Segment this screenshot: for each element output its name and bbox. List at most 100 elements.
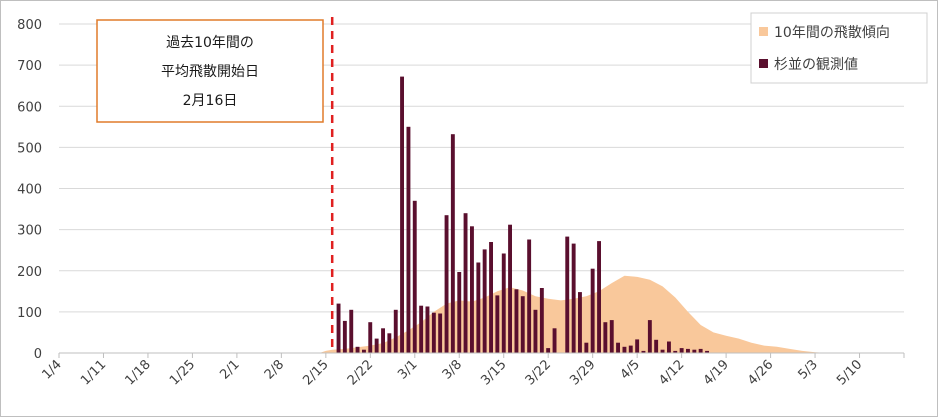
x-tick-label: 1/25 bbox=[167, 357, 198, 388]
y-tick-label: 700 bbox=[17, 59, 42, 74]
x-tick-label: 4/19 bbox=[701, 357, 732, 388]
x-tick-label: 2/8 bbox=[262, 357, 287, 382]
annotation-line-3: 2月16日 bbox=[183, 93, 238, 109]
observed-bar bbox=[609, 320, 614, 353]
observed-bar bbox=[450, 134, 455, 353]
annotation-line-1: 過去10年間の bbox=[166, 35, 254, 51]
observed-bar bbox=[419, 305, 424, 353]
observed-bar bbox=[667, 341, 671, 353]
observed-bar bbox=[393, 309, 398, 353]
observed-bar bbox=[444, 215, 449, 353]
legend-label-observed: 杉並の観測値 bbox=[774, 56, 858, 73]
observed-bar bbox=[565, 236, 570, 353]
x-tick-label: 2/22 bbox=[345, 357, 376, 388]
observed-bar bbox=[647, 320, 652, 353]
observed-bar bbox=[470, 226, 474, 353]
x-tick-label: 3/15 bbox=[478, 357, 509, 388]
legend-label-trend: 10年間の飛散傾向 bbox=[774, 25, 890, 41]
x-tick-label: 5/3 bbox=[795, 357, 820, 382]
x-tick-label: 4/26 bbox=[745, 357, 776, 388]
observed-bar bbox=[349, 309, 354, 353]
observed-bar bbox=[438, 313, 443, 353]
legend-swatch-trend bbox=[759, 27, 768, 36]
observed-bar bbox=[508, 224, 512, 353]
observed-bar bbox=[635, 339, 640, 353]
observed-bar bbox=[603, 322, 608, 353]
observed-bar bbox=[336, 303, 341, 353]
observed-bar bbox=[527, 239, 532, 353]
y-tick-label: 0 bbox=[34, 347, 42, 362]
observed-bar bbox=[412, 200, 417, 353]
observed-bar bbox=[539, 288, 544, 353]
observed-bar bbox=[514, 289, 519, 353]
observed-bar bbox=[520, 296, 525, 353]
observed-bar-layer bbox=[336, 76, 709, 353]
observed-bar bbox=[628, 345, 633, 353]
x-tick-label: 1/18 bbox=[123, 357, 154, 388]
observed-bar bbox=[355, 346, 360, 353]
x-tick-label: 4/12 bbox=[656, 357, 687, 388]
y-tick-label: 600 bbox=[17, 100, 42, 115]
observed-bar bbox=[660, 349, 665, 353]
x-tick-label: 2/15 bbox=[300, 357, 331, 388]
observed-bar bbox=[641, 350, 646, 353]
legend-box bbox=[750, 12, 928, 84]
observed-bar bbox=[705, 350, 709, 353]
observed-bar bbox=[622, 346, 627, 353]
legend-swatch-observed bbox=[759, 59, 768, 68]
observed-bar bbox=[501, 253, 506, 353]
observed-bar bbox=[698, 348, 703, 353]
y-tick-label: 100 bbox=[17, 306, 42, 321]
y-tick-label: 300 bbox=[17, 224, 42, 239]
observed-bar bbox=[571, 243, 576, 353]
observed-bar bbox=[597, 241, 601, 353]
x-tick-label: 1/11 bbox=[78, 357, 109, 388]
x-tick-label: 3/8 bbox=[440, 357, 465, 382]
observed-bar bbox=[457, 272, 462, 353]
observed-bar bbox=[533, 309, 538, 353]
observed-bar bbox=[381, 328, 385, 353]
y-tick-label: 500 bbox=[17, 141, 42, 156]
observed-bar bbox=[590, 268, 595, 353]
observed-bar bbox=[425, 306, 430, 353]
observed-bar bbox=[374, 338, 379, 353]
observed-bar bbox=[546, 348, 551, 353]
observed-bar bbox=[679, 348, 684, 353]
observed-bar bbox=[406, 126, 411, 353]
start-date-annotation: 過去10年間の 平均飛散開始日 2月16日 bbox=[96, 19, 324, 123]
x-tick-label: 2/1 bbox=[217, 357, 242, 382]
legend: 10年間の飛散傾向 杉並の観測値 bbox=[750, 12, 928, 84]
x-tick-label: 3/22 bbox=[523, 357, 554, 388]
observed-bar bbox=[686, 348, 690, 353]
observed-bar bbox=[368, 322, 373, 353]
observed-bar bbox=[387, 333, 392, 353]
observed-bar bbox=[673, 350, 678, 353]
y-tick-label: 400 bbox=[17, 183, 42, 198]
y-tick-label: 800 bbox=[17, 18, 42, 33]
observed-bar bbox=[578, 292, 582, 353]
observed-bar bbox=[584, 342, 589, 353]
observed-bar bbox=[552, 328, 557, 353]
observed-bar bbox=[654, 339, 659, 353]
observed-bar bbox=[482, 249, 487, 353]
x-tick-label: 4/5 bbox=[618, 357, 643, 382]
observed-bar bbox=[476, 262, 481, 353]
y-tick-label: 200 bbox=[17, 265, 42, 280]
annotation-box bbox=[96, 19, 324, 123]
observed-bar bbox=[692, 349, 697, 353]
x-tick-label: 3/29 bbox=[567, 357, 598, 388]
x-tick-label: 1/4 bbox=[39, 357, 64, 382]
observed-bar bbox=[489, 242, 493, 353]
observed-bar bbox=[616, 342, 620, 353]
observed-bar bbox=[342, 320, 347, 353]
observed-bar bbox=[463, 213, 468, 353]
observed-bar bbox=[400, 76, 404, 353]
annotation-line-2: 平均飛散開始日 bbox=[161, 64, 259, 80]
observed-bar bbox=[431, 312, 436, 353]
observed-bar bbox=[495, 295, 500, 353]
x-tick-label: 5/10 bbox=[834, 357, 865, 388]
observed-bar bbox=[362, 349, 366, 353]
x-tick-label: 3/1 bbox=[395, 357, 420, 382]
